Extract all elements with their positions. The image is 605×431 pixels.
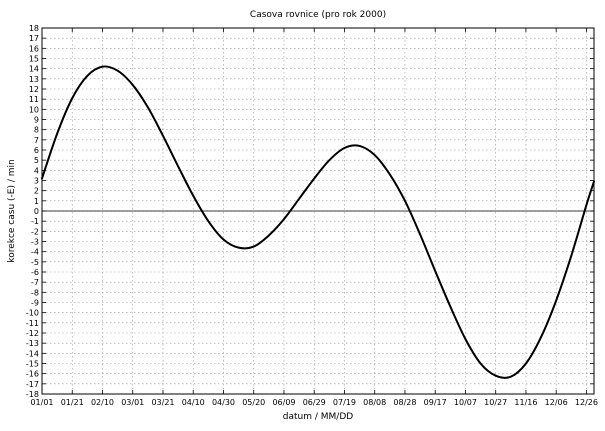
plot-frame <box>41 27 595 395</box>
y-tick-label: -13 <box>26 339 39 348</box>
y-tick-label: 11 <box>29 95 39 104</box>
y-tick-label: -15 <box>26 360 39 369</box>
y-tick-label: 0 <box>34 207 39 216</box>
y-axis-title: korekce casu (-E) / min <box>7 159 17 262</box>
y-tick-label: 2 <box>34 187 39 196</box>
x-tick-label: 12/06 <box>545 398 568 407</box>
y-tick-label: -4 <box>31 248 39 257</box>
y-tick-label: 10 <box>29 105 39 114</box>
y-tick-label: 14 <box>29 65 39 74</box>
grid <box>41 27 594 395</box>
y-tick-label: 3 <box>34 177 39 186</box>
y-tick-label: -14 <box>26 349 39 358</box>
y-tick-label: 18 <box>29 24 39 33</box>
x-tick-label: 10/27 <box>484 398 507 407</box>
chart-title: Casova rovnice (pro rok 2000) <box>250 10 386 20</box>
y-tick-label: -9 <box>31 299 39 308</box>
y-tick-label: -18 <box>26 390 39 399</box>
y-tick-label: 6 <box>34 146 39 155</box>
x-tick-label: 02/10 <box>91 398 114 407</box>
y-tick-label: -17 <box>26 380 39 389</box>
y-tick-labels: -18-17-16-15-14-13-12-11-10-9-8-7-6-5-4-… <box>26 24 39 399</box>
x-tick-labels: 01/01 01/21 02/10 03/01 03/21 04/10 04/30 05/20… <box>30 398 598 407</box>
y-tick-label: -3 <box>31 238 39 247</box>
x-axis-title: datum / MM/DD <box>283 412 353 422</box>
y-tick-label: 8 <box>34 126 39 135</box>
x-tick-label: 01/21 <box>61 398 84 407</box>
y-tick-label: 12 <box>29 85 39 94</box>
x-tick-label: 10/07 <box>454 398 477 407</box>
y-tick-label: -7 <box>31 278 39 287</box>
y-tick-label: 5 <box>34 156 39 165</box>
x-tick-label: 06/09 <box>272 398 295 407</box>
x-tick-label: 03/01 <box>121 398 144 407</box>
x-tick-label: 03/21 <box>151 398 174 407</box>
y-tick-label: 7 <box>34 136 39 145</box>
y-tick-label: 9 <box>34 116 39 125</box>
y-tick-label: 17 <box>29 34 39 43</box>
y-tick-label: 13 <box>29 75 39 84</box>
x-tick-label: 05/20 <box>242 398 265 407</box>
x-tick-label: 11/16 <box>514 398 537 407</box>
y-tick-label: -16 <box>26 370 39 379</box>
y-tick-label: -5 <box>31 258 39 267</box>
x-tick-label: 01/01 <box>30 398 53 407</box>
x-tick-label: 08/08 <box>363 398 386 407</box>
series-line <box>41 65 595 379</box>
x-tick-label: 07/19 <box>333 398 356 407</box>
y-tick-label: 1 <box>34 197 39 206</box>
x-tick-label: 09/17 <box>424 398 447 407</box>
y-tick-label: -6 <box>31 268 39 277</box>
x-tick-label: 04/10 <box>182 398 205 407</box>
x-tick-label: 06/29 <box>303 398 326 407</box>
y-tick-label: -10 <box>26 309 39 318</box>
y-tick-label: -12 <box>26 329 39 338</box>
y-tick-label: -8 <box>31 288 39 297</box>
x-tick-label: 08/28 <box>393 398 416 407</box>
y-tick-label: 15 <box>29 55 39 64</box>
y-tick-label: 4 <box>34 166 39 175</box>
y-tick-label: -11 <box>26 319 39 328</box>
x-tick-label: 04/30 <box>212 398 235 407</box>
y-tick-label: -2 <box>31 227 39 236</box>
y-tick-label: 16 <box>29 44 39 53</box>
y-tick-label: -1 <box>31 217 39 226</box>
x-tick-label: 12/26 <box>575 398 598 407</box>
